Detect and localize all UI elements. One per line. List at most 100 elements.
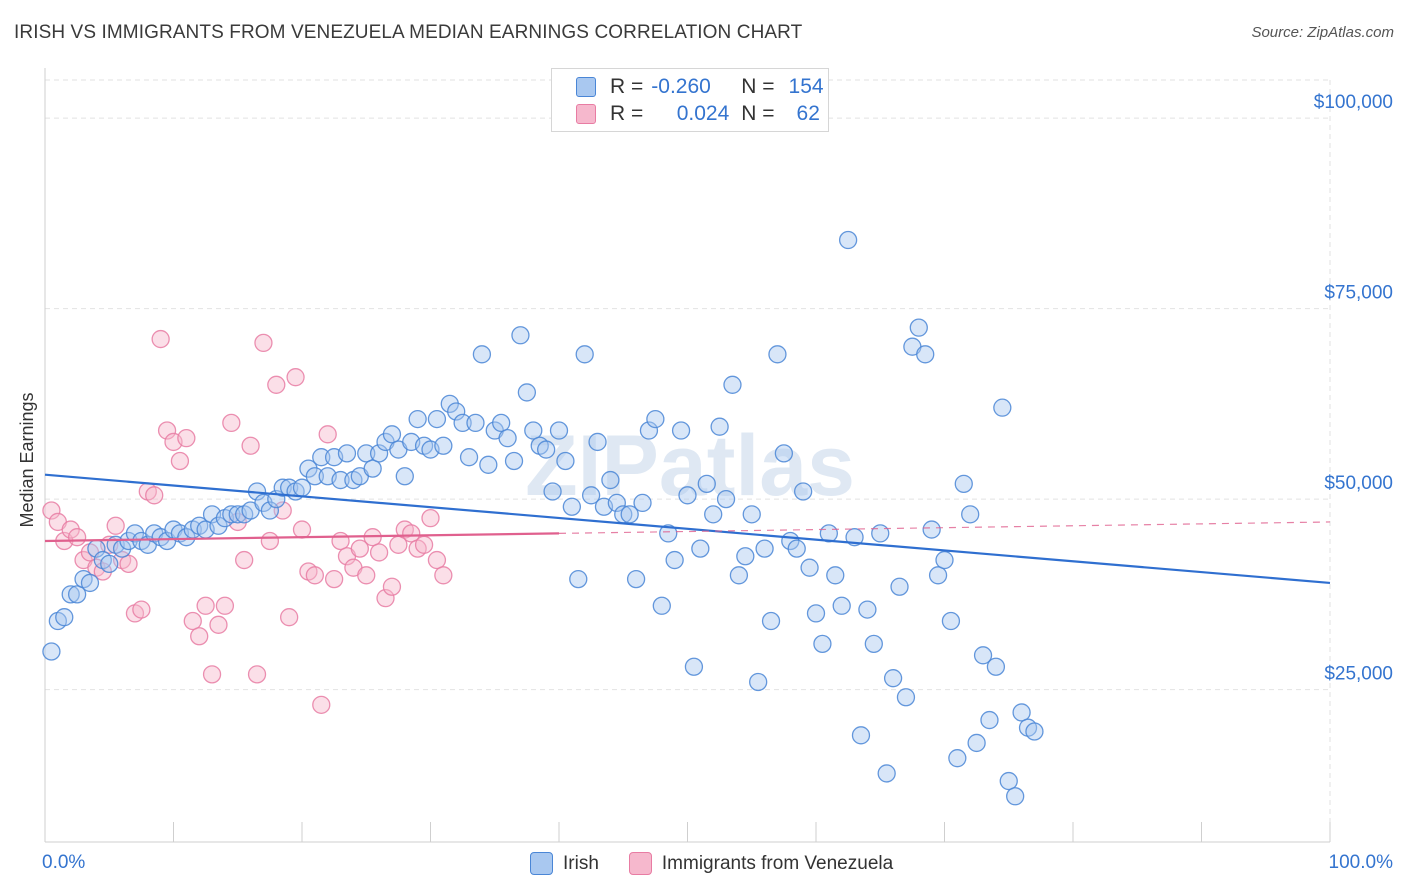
venezuela-point bbox=[312, 695, 331, 714]
irish-point bbox=[774, 444, 794, 463]
venezuela-point bbox=[241, 436, 260, 455]
irish-point bbox=[562, 497, 581, 516]
venezuela-point bbox=[305, 566, 325, 585]
points-layer bbox=[42, 230, 1044, 806]
irish-point bbox=[408, 409, 427, 429]
venezuela-point bbox=[402, 524, 421, 543]
venezuela-point bbox=[292, 520, 312, 539]
axis-layer: $25,000 $50,000 $75,000 $100,000 bbox=[44, 68, 1393, 843]
irish-point bbox=[646, 409, 665, 429]
irish-point bbox=[363, 459, 382, 478]
irish-point bbox=[556, 451, 575, 471]
legend-swatch-irish bbox=[576, 77, 596, 97]
irish-point bbox=[222, 505, 241, 524]
irish-point bbox=[909, 318, 928, 337]
venezuela-point bbox=[235, 550, 254, 570]
irish-point bbox=[67, 585, 87, 604]
irish-point bbox=[716, 489, 736, 509]
irish-point bbox=[697, 474, 716, 494]
venezuela-point bbox=[318, 425, 337, 444]
venezuela-point bbox=[427, 550, 447, 570]
irish-point bbox=[305, 467, 325, 486]
venezuela-point bbox=[324, 569, 344, 589]
irish-point bbox=[877, 764, 896, 783]
legend-n-label: N = bbox=[741, 75, 775, 98]
irish-point bbox=[710, 417, 729, 436]
venezuela-point bbox=[202, 665, 222, 684]
irish-point bbox=[916, 345, 935, 364]
irish-point bbox=[973, 646, 993, 665]
venezuela-trend-extension bbox=[558, 521, 1331, 534]
irish-point bbox=[504, 451, 524, 471]
venezuela-point bbox=[369, 543, 389, 562]
legend-row-irish: R = -0.260 N = 154 bbox=[576, 73, 824, 101]
venezuela-point bbox=[190, 627, 209, 646]
irish-point bbox=[659, 524, 678, 543]
irish-point bbox=[851, 726, 871, 745]
series-legend-label: Immigrants from Venezuela bbox=[661, 852, 894, 874]
irish-point bbox=[434, 436, 453, 455]
irish-point bbox=[581, 486, 601, 505]
y-tick-label: $25,000 bbox=[1324, 664, 1393, 685]
irish-point bbox=[466, 413, 485, 433]
irish-point bbox=[826, 566, 845, 585]
irish-point bbox=[543, 482, 562, 501]
irish-point bbox=[369, 444, 389, 463]
legend-n-value: 62 bbox=[796, 102, 820, 125]
legend-r-value: -0.260 bbox=[651, 75, 711, 98]
irish-point bbox=[941, 611, 961, 631]
series-legend-label: Irish bbox=[563, 852, 599, 874]
legend-r-value: 0.024 bbox=[676, 102, 730, 125]
irish-point bbox=[858, 600, 877, 619]
y-tick-label: $50,000 bbox=[1324, 473, 1393, 494]
irish-point bbox=[671, 421, 691, 440]
irish-point bbox=[948, 749, 967, 768]
irish-point bbox=[524, 421, 543, 440]
irish-point bbox=[806, 604, 826, 623]
irish-point bbox=[517, 383, 537, 402]
series-legend-item-venezuela: Immigrants from Venezuela bbox=[628, 852, 894, 875]
irish-point bbox=[736, 547, 755, 566]
irish-point bbox=[928, 566, 948, 585]
irish-point bbox=[498, 428, 517, 448]
venezuela-point bbox=[119, 554, 138, 574]
venezuela-point bbox=[376, 589, 395, 608]
irish-point bbox=[935, 550, 954, 570]
irish-point bbox=[312, 448, 331, 467]
trend-layer bbox=[44, 473, 1331, 585]
source-label: Source: ZipAtlas.com bbox=[1251, 24, 1394, 41]
irish-point bbox=[479, 455, 498, 474]
irish-point bbox=[427, 409, 447, 429]
irish-point bbox=[639, 421, 659, 440]
irish-point bbox=[492, 413, 511, 433]
irish-point bbox=[980, 710, 999, 730]
x-tick-label-max: 100.0% bbox=[1329, 852, 1394, 873]
venezuela-point bbox=[151, 329, 170, 349]
irish-point bbox=[684, 657, 704, 676]
irish-point bbox=[749, 672, 768, 692]
venezuela-point bbox=[254, 333, 273, 353]
venezuela-point bbox=[132, 600, 151, 619]
venezuela-point bbox=[67, 528, 87, 547]
irish-point bbox=[357, 444, 376, 463]
irish-point bbox=[569, 569, 588, 589]
venezuela-point bbox=[215, 596, 235, 615]
y-tick-label: $100,000 bbox=[1314, 92, 1393, 113]
y-axis-label: Median Earnings bbox=[17, 392, 37, 527]
venezuela-point bbox=[331, 531, 350, 551]
legend-swatch-venezuela bbox=[576, 104, 596, 124]
y-tick-label: $75,000 bbox=[1324, 283, 1393, 304]
irish-point bbox=[986, 657, 1006, 676]
irish-point bbox=[704, 505, 723, 524]
irish-point bbox=[1025, 722, 1044, 741]
watermark: ZIPatlas bbox=[525, 418, 855, 514]
series-swatch-irish bbox=[530, 852, 553, 875]
irish-point bbox=[633, 493, 652, 513]
irish-point bbox=[601, 470, 620, 490]
irish-point bbox=[607, 493, 626, 513]
irish-point bbox=[395, 467, 414, 486]
irish-point bbox=[871, 524, 890, 543]
irish-point bbox=[967, 733, 986, 753]
irish-point bbox=[620, 505, 639, 524]
